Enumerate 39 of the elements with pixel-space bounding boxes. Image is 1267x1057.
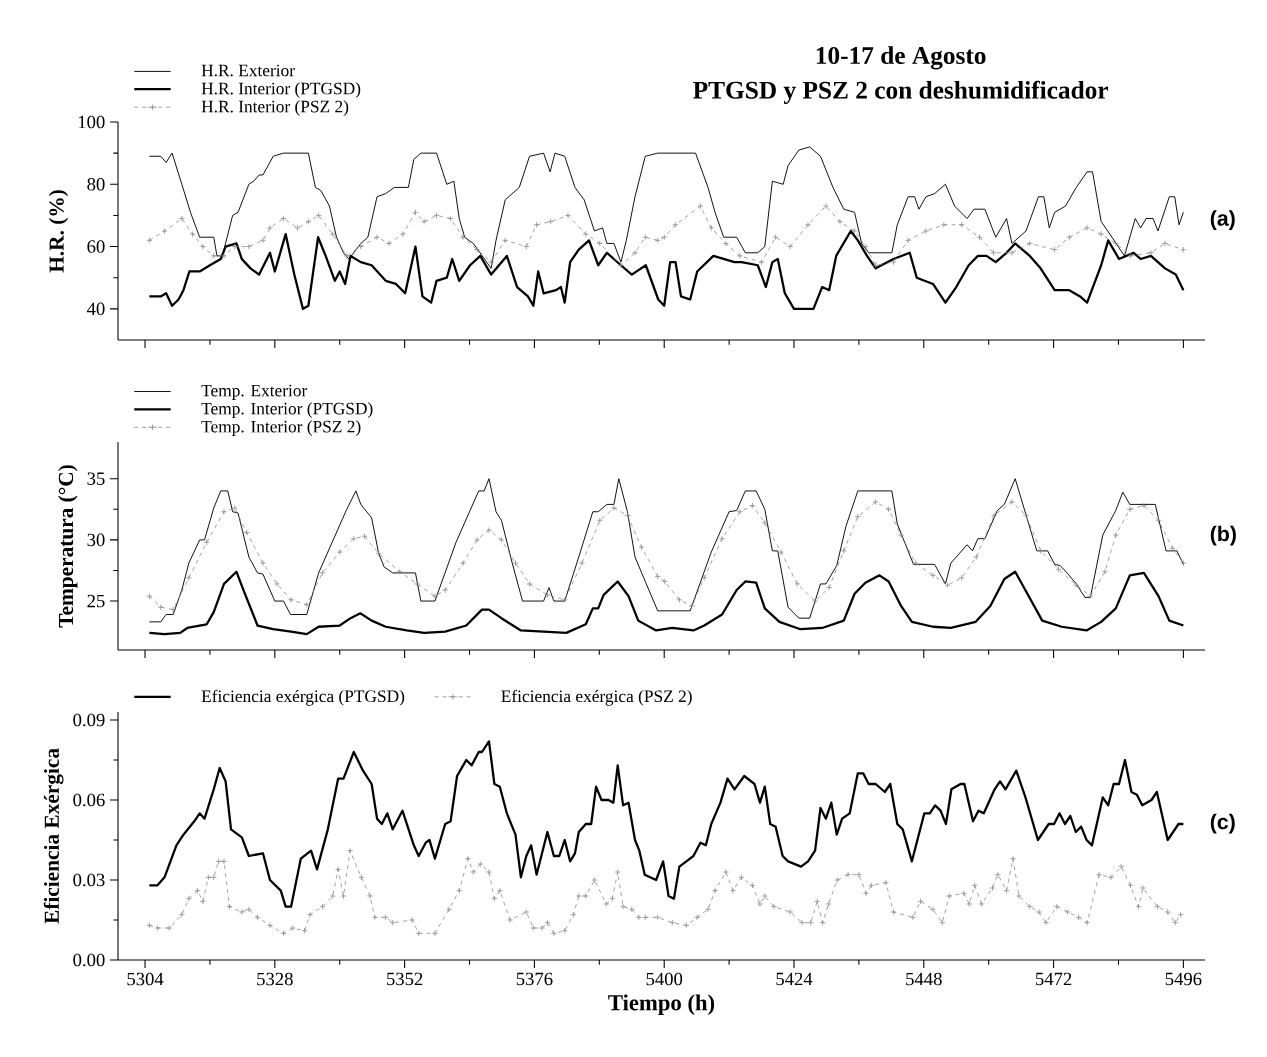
chart-subtitle: PTGSD y PSZ 2 con deshumidificador bbox=[693, 80, 1109, 104]
text: (a) bbox=[1210, 210, 1235, 231]
x-tick-label: 5424 bbox=[776, 972, 813, 986]
y-axis-title: Temperatura (°C) bbox=[58, 465, 78, 628]
x-tick-label: 5352 bbox=[387, 972, 423, 986]
y-tick-label: 80 bbox=[87, 177, 105, 191]
text: (c) bbox=[1210, 813, 1235, 834]
y-tick-label: 0.06 bbox=[73, 793, 105, 807]
y-tick-label: 30 bbox=[87, 533, 105, 547]
y-tick-label: 60 bbox=[87, 240, 105, 253]
legend-label: Eficiencia exérgica (PTGSD) bbox=[201, 689, 405, 706]
line-series bbox=[148, 740, 1185, 908]
y-tick-label: 25 bbox=[87, 594, 105, 608]
chart-title: 10-17 de Agosto bbox=[816, 46, 986, 70]
y-tick-label: 0.03 bbox=[73, 873, 105, 887]
x-axis-title: Tiempo (h) bbox=[608, 994, 715, 1016]
legend-label: Eficiencia exérgica (PSZ 2) bbox=[501, 689, 692, 706]
x-tick-label: 5496 bbox=[1165, 972, 1202, 986]
y-tick-label: 0.09 bbox=[73, 713, 105, 727]
x-tick-label: 5448 bbox=[906, 972, 942, 986]
y-tick-label: 100 bbox=[78, 115, 105, 129]
x-tick-label: 5304 bbox=[127, 972, 164, 986]
x-tick-label: 5400 bbox=[646, 972, 683, 986]
legend-label: H.R. Exterior bbox=[201, 64, 295, 77]
legend-label: Temp. Interior (PTGSD) bbox=[201, 402, 373, 418]
x-tick-label: 5472 bbox=[1036, 972, 1072, 986]
legend-label: Temp. Exterior bbox=[201, 384, 308, 400]
line-series bbox=[148, 478, 1184, 623]
x-tick-label: 5376 bbox=[516, 972, 553, 986]
text: (b) bbox=[1210, 525, 1236, 546]
legend-label: H.R. Interior (PSZ 2) bbox=[201, 100, 349, 116]
y-axis-title: H.R. (%) bbox=[48, 190, 69, 273]
legend-label: H.R. Interior (PTGSD) bbox=[201, 82, 361, 98]
y-tick-label: 0.00 bbox=[73, 953, 105, 967]
y-tick-label: 40 bbox=[86, 302, 105, 316]
legend-label: Temp. Interior (PSZ 2) bbox=[201, 420, 361, 436]
y-axis-title: Eficiencia Exérgica bbox=[43, 748, 64, 924]
y-tick-label: 35 bbox=[87, 472, 105, 485]
x-tick-label: 5328 bbox=[257, 972, 293, 986]
